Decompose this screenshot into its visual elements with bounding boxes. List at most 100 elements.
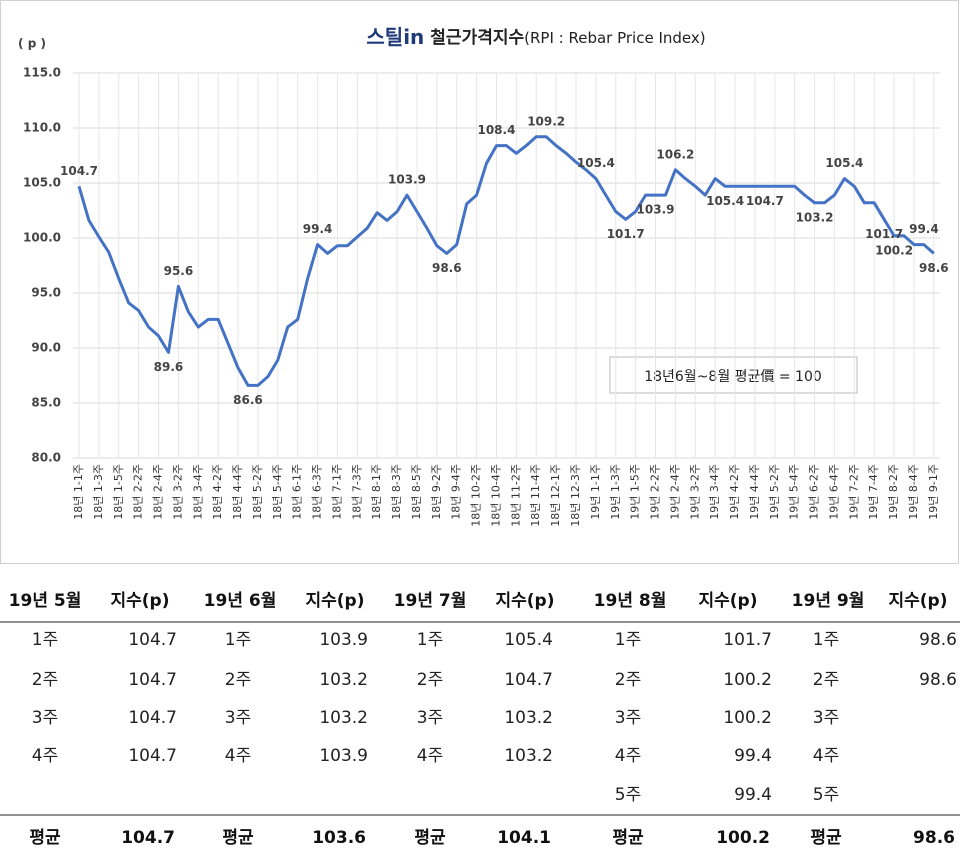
week-label: 3주 (813, 708, 839, 728)
y-tick-label: 95.0 (31, 286, 61, 300)
chart-title: 스틸in 철근가격지수(RPI : Rebar Price Index) (366, 25, 705, 49)
x-tick-label: 18년 1-1주 (72, 464, 85, 520)
x-tick-label: 18년 4-2주 (211, 464, 224, 520)
week-value: 100.2 (723, 708, 772, 728)
week-value: 100.2 (723, 670, 772, 690)
x-tick-label: 19년 6-4주 (827, 464, 840, 520)
unit-header: 지수(p) (111, 591, 170, 611)
data-label: 106.2 (656, 147, 694, 161)
month-header: 19년 9월 (792, 591, 865, 611)
week-value: 104.7 (128, 630, 177, 650)
data-label: 103.9 (388, 173, 426, 187)
title-en: (RPI : Rebar Price Index) (524, 29, 705, 47)
week-label: 2주 (417, 670, 443, 690)
y-tick-label: 115.0 (23, 66, 61, 80)
title: 철근가격지수 (430, 28, 524, 48)
x-tick-label: 18년 2-2주 (132, 464, 145, 520)
data-label: 99.4 (303, 222, 333, 236)
x-tick-label: 19년 7-4주 (867, 464, 880, 520)
chart-frame (0, 0, 959, 564)
y-tick-label: 100.0 (23, 231, 61, 245)
week-label: 2주 (615, 670, 641, 690)
brand: 스틸in (366, 25, 424, 49)
week-label: 4주 (225, 746, 251, 766)
x-tick-label: 19년 6-2주 (808, 464, 821, 520)
data-label: 86.6 (233, 393, 263, 407)
x-tick-label: 18년 12-3주 (569, 464, 582, 527)
data-label: 101.7 (865, 227, 903, 241)
month-header: 19년 8월 (594, 591, 667, 611)
data-label: 104.7 (746, 194, 784, 208)
data-label: 108.4 (477, 123, 515, 137)
x-tick-label: 18년 3-2주 (171, 464, 184, 520)
data-label: 105.4 (825, 156, 863, 170)
x-tick-label: 19년 2-2주 (649, 464, 662, 520)
week-value: 103.9 (319, 746, 368, 766)
line (77, 135, 935, 387)
week-value: 104.7 (504, 670, 553, 690)
unit-header: 지수(p) (306, 591, 365, 611)
week-label: 1주 (813, 630, 839, 650)
x-tick-label: 18년 6-3주 (311, 464, 324, 520)
week-value: 99.4 (734, 746, 772, 766)
week-label: 4주 (615, 746, 641, 766)
x-tick-label: 18년 8-5주 (410, 464, 423, 520)
week-label: 1주 (225, 630, 251, 650)
avg-value: 98.6 (913, 828, 955, 848)
x-tick-label: 19년 3-4주 (708, 464, 721, 520)
week-value: 105.4 (504, 630, 553, 650)
avg-value: 100.2 (716, 828, 770, 848)
x-tick-label: 19년 7-2주 (847, 464, 860, 520)
x-tick-label: 18년 6-1주 (291, 464, 304, 520)
x-tick-label: 19년 5-2주 (768, 464, 781, 520)
week-value: 103.2 (319, 670, 368, 690)
month-header: 19년 6월 (204, 591, 277, 611)
avg-label: 평균 (414, 828, 446, 848)
month-header: 19년 7월 (394, 591, 467, 611)
data-label: 101.7 (607, 227, 645, 241)
week-label: 3주 (32, 708, 58, 728)
week-label: 1주 (32, 630, 58, 650)
x-tick-label: 18년 7-1주 (330, 464, 343, 520)
unit-header: 지수(p) (496, 591, 555, 611)
week-label: 2주 (225, 670, 251, 690)
x-tick-label: 18년 9-2주 (430, 464, 443, 520)
week-label: 4주 (32, 746, 58, 766)
unit-header: 지수(p) (889, 591, 948, 611)
week-value: 98.6 (919, 630, 957, 650)
data-label: 103.2 (796, 210, 834, 224)
x-tick-label: 19년 1-5주 (629, 464, 642, 520)
x-tick-label: 19년 5-4주 (788, 464, 801, 520)
data-label: 105.4 (577, 156, 615, 170)
week-label: 4주 (813, 746, 839, 766)
x-tick-label: 18년 9-4주 (450, 464, 463, 520)
week-label: 3주 (225, 708, 251, 728)
week-value: 103.2 (319, 708, 368, 728)
week-label: 2주 (32, 670, 58, 690)
x-tick-label: 18년 4-4주 (231, 464, 244, 520)
data-label: 95.6 (164, 264, 194, 278)
week-value: 103.9 (319, 630, 368, 650)
avg-value: 103.6 (312, 828, 366, 848)
y-axis-label: ( p ) (18, 37, 46, 51)
x-tick-label: 18년 12-1주 (549, 464, 562, 527)
week-value: 99.4 (734, 785, 772, 805)
avg-label: 평균 (222, 828, 254, 848)
x-tick-label: 18년 5-2주 (251, 464, 264, 520)
week-value: 103.2 (504, 708, 553, 728)
week-value: 104.7 (128, 670, 177, 690)
x-tick-label: 18년 7-3주 (350, 464, 363, 520)
x-tick-label: 18년 1-5주 (112, 464, 125, 520)
month-header: 19년 5월 (9, 591, 82, 611)
data-label: 99.4 (909, 222, 939, 236)
x-tick-label: 19년 8-2주 (887, 464, 900, 520)
x-tick-label: 18년 8-1주 (370, 464, 383, 520)
avg-value: 104.1 (497, 828, 551, 848)
avg-label: 평균 (810, 828, 842, 848)
x-tick-label: 19년 4-4주 (748, 464, 761, 520)
x-tick-label: 19년 1-3주 (609, 464, 622, 520)
avg-value: 104.7 (121, 828, 175, 848)
annotation-box (609, 356, 858, 394)
x-tick-label: 18년 2-4주 (152, 464, 165, 520)
x-tick-label: 18년 10-4주 (489, 464, 502, 527)
